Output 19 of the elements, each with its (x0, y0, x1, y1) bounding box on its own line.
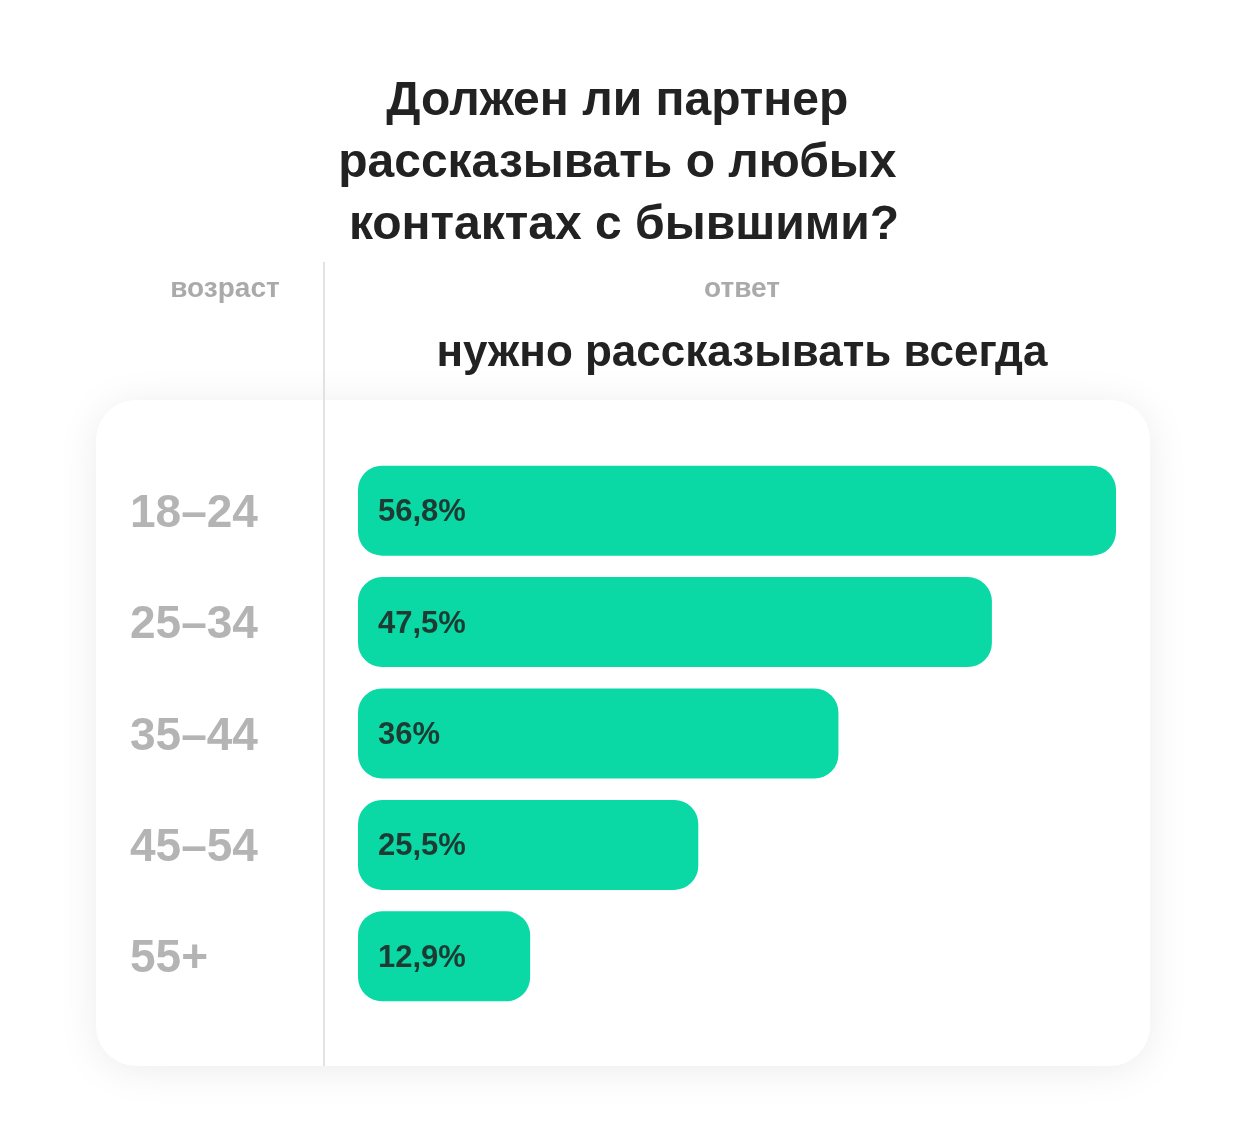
bar (358, 688, 839, 779)
data-label: 47,5% (378, 604, 466, 640)
y-tick-label: 35–44 (130, 707, 259, 760)
bar (358, 799, 699, 890)
data-label: 12,9% (378, 938, 466, 974)
y-tick-label: 55+ (130, 930, 209, 983)
text: возраст (170, 271, 280, 303)
text: нужно рассказывать всегда (436, 325, 1048, 375)
y-tick-label: 25–34 (130, 596, 259, 649)
data-label: 56,8% (378, 493, 466, 529)
data-label: 36% (378, 716, 441, 751)
data-label: 25,5% (378, 827, 466, 863)
chart-title: Должен ли партнер рассказывать о любых контактах с бывшими? (338, 71, 910, 249)
y-tick-label: 45–54 (130, 818, 259, 871)
y-tick-label: 18–24 (130, 484, 259, 537)
bar (358, 911, 531, 1002)
text: ответ (704, 271, 780, 303)
bar (358, 465, 1116, 556)
bar (358, 577, 992, 668)
